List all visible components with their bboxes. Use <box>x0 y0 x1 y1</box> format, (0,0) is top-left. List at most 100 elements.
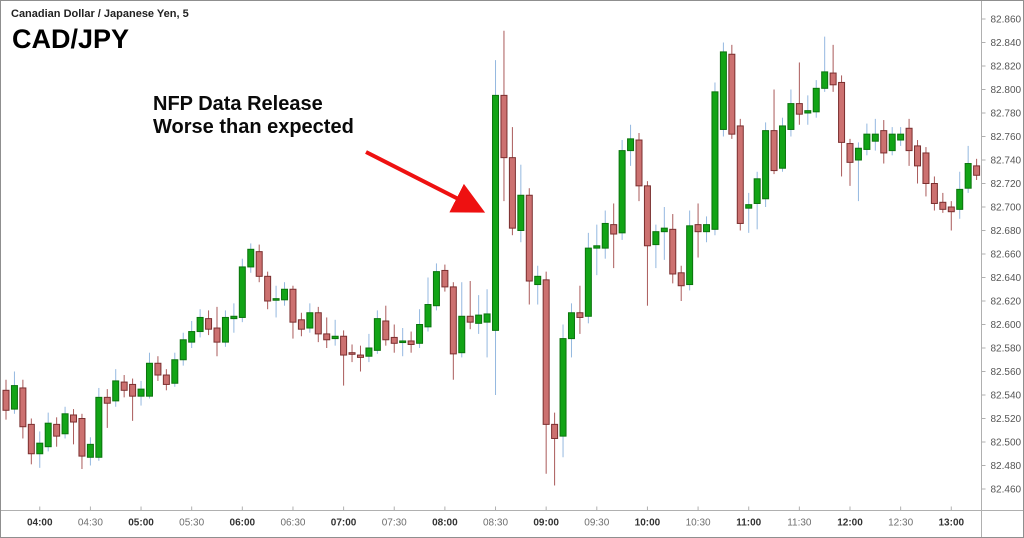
candle[interactable] <box>432 263 440 311</box>
candle[interactable] <box>407 331 415 353</box>
candle[interactable] <box>745 192 753 233</box>
candle[interactable] <box>449 282 457 380</box>
candle[interactable] <box>162 369 170 391</box>
candle[interactable] <box>281 282 289 306</box>
candle[interactable] <box>703 216 711 243</box>
candle[interactable] <box>922 147 930 197</box>
candle[interactable] <box>154 356 162 381</box>
candle[interactable] <box>973 158 981 180</box>
candle[interactable] <box>340 330 348 386</box>
candle[interactable] <box>382 305 390 346</box>
candle[interactable] <box>500 30 508 202</box>
candle[interactable] <box>618 140 626 240</box>
candle[interactable] <box>517 164 525 243</box>
candle[interactable] <box>390 324 398 353</box>
candle[interactable] <box>551 412 559 486</box>
candle[interactable] <box>854 142 862 202</box>
candle[interactable] <box>120 375 128 398</box>
candle[interactable] <box>905 118 913 166</box>
candle[interactable] <box>542 271 550 474</box>
candle[interactable] <box>982 154 988 179</box>
candle[interactable] <box>348 344 356 363</box>
candle[interactable] <box>829 44 837 92</box>
candle[interactable] <box>306 303 314 333</box>
symbol-legend[interactable]: Canadian Dollar / Japanese Yen, 5 <box>11 8 189 20</box>
candle[interactable] <box>627 124 635 166</box>
candle[interactable] <box>576 285 584 334</box>
candle[interactable] <box>10 371 18 414</box>
candle[interactable] <box>804 95 812 125</box>
candle[interactable] <box>331 319 339 346</box>
candle[interactable] <box>103 389 111 428</box>
candle[interactable] <box>86 437 94 466</box>
candle[interactable] <box>205 310 213 336</box>
candle[interactable] <box>221 310 229 347</box>
candle[interactable] <box>939 192 947 213</box>
candle[interactable] <box>27 418 35 465</box>
candle[interactable] <box>213 306 221 357</box>
candle[interactable] <box>2 379 10 420</box>
candle[interactable] <box>888 127 896 156</box>
candle[interactable] <box>264 271 272 310</box>
candle[interactable] <box>593 224 601 276</box>
candle[interactable] <box>145 352 153 399</box>
candle[interactable] <box>365 333 373 363</box>
candle[interactable] <box>424 277 432 332</box>
candle[interactable] <box>711 82 719 236</box>
candles-layer[interactable] <box>2 30 988 486</box>
candle[interactable] <box>736 118 744 231</box>
candle[interactable] <box>930 176 938 211</box>
candle[interactable] <box>238 258 246 323</box>
candle[interactable] <box>677 265 685 301</box>
candle[interactable] <box>483 289 491 358</box>
candle[interactable] <box>567 303 575 358</box>
candle[interactable] <box>255 244 263 283</box>
candle[interactable] <box>795 62 803 125</box>
candle[interactable] <box>508 127 516 236</box>
candle[interactable] <box>762 122 770 207</box>
candle[interactable] <box>475 295 483 334</box>
candle[interactable] <box>880 120 888 164</box>
candle[interactable] <box>652 224 660 269</box>
candle[interactable] <box>863 123 871 156</box>
candle[interactable] <box>188 320 196 348</box>
candle[interactable] <box>458 282 466 358</box>
candle[interactable] <box>373 310 381 354</box>
candle[interactable] <box>272 285 280 318</box>
candle[interactable] <box>778 117 786 172</box>
candle[interactable] <box>61 406 69 439</box>
candle[interactable] <box>559 324 567 458</box>
candle[interactable] <box>247 243 255 273</box>
candle[interactable] <box>871 118 879 151</box>
price-axis[interactable]: 82.860 82.840 82.820 82.800 82.780 82.760 82.7… <box>981 15 1022 496</box>
candle[interactable] <box>728 44 736 139</box>
candle[interactable] <box>196 309 204 338</box>
candle[interactable] <box>230 303 238 333</box>
candle[interactable] <box>70 409 78 445</box>
candle[interactable] <box>323 317 331 348</box>
candle[interactable] <box>314 306 322 343</box>
candle[interactable] <box>610 203 618 269</box>
candle[interactable] <box>95 387 103 461</box>
candle[interactable] <box>660 207 668 260</box>
candle[interactable] <box>812 80 820 118</box>
candle[interactable] <box>838 75 846 177</box>
candle[interactable] <box>584 232 592 324</box>
candle[interactable] <box>694 203 702 258</box>
time-axis[interactable]: 04:00 04:30 05:00 05:30 06:00 06:30 07:00 07:30… <box>27 506 965 529</box>
candle[interactable] <box>297 312 305 337</box>
candle[interactable] <box>416 309 424 348</box>
candle[interactable] <box>914 140 922 184</box>
candle[interactable] <box>44 412 52 452</box>
candle[interactable] <box>53 417 61 447</box>
candle[interactable] <box>601 210 609 259</box>
candle[interactable] <box>356 345 364 372</box>
candle[interactable] <box>753 171 761 230</box>
candle[interactable] <box>947 201 955 231</box>
candle[interactable] <box>787 89 795 137</box>
candle[interactable] <box>171 352 179 387</box>
candle[interactable] <box>897 127 905 146</box>
candle[interactable] <box>534 265 542 305</box>
candle[interactable] <box>78 413 86 470</box>
